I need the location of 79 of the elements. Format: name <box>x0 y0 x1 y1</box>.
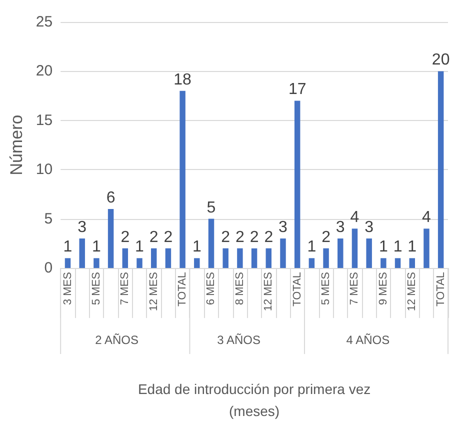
data-label: 1 <box>92 238 102 256</box>
x-tick-label: 6 MES <box>205 272 218 306</box>
bar <box>409 258 415 268</box>
x-tick-label: 8 MES <box>234 272 246 306</box>
data-label: 1 <box>408 238 417 256</box>
data-label: 1 <box>378 238 388 256</box>
data-label: 2 <box>120 228 130 246</box>
x-tick-label: 12 MES <box>406 272 418 312</box>
x-tick-label: 5 MES <box>320 272 332 306</box>
bar <box>194 258 200 268</box>
data-label: 2 <box>322 228 331 246</box>
x-tick-label: 7 MES <box>348 272 361 306</box>
text: 2 AÑOS <box>95 333 139 347</box>
x-tick-label: TOTAL <box>434 272 447 306</box>
bar <box>424 228 430 268</box>
data-label: 18 <box>174 71 192 88</box>
x-tick-label: 7 MES <box>119 272 132 306</box>
y-tick-label: 15 <box>36 112 53 129</box>
data-label: 1 <box>192 238 202 256</box>
bar <box>64 258 71 268</box>
data-label: 4 <box>422 209 432 226</box>
x-tick-label: 3 MES <box>62 272 74 306</box>
data-label: 1 <box>63 238 72 256</box>
data-label: 2 <box>250 228 259 246</box>
bar <box>79 238 85 268</box>
data-label: 17 <box>288 81 306 98</box>
data-label: 4 <box>350 209 360 226</box>
bar <box>165 248 172 268</box>
data-label: 2 <box>149 228 158 246</box>
data-label: 3 <box>364 218 374 236</box>
bar <box>294 100 300 268</box>
bar <box>308 258 315 268</box>
data-label: 6 <box>106 189 116 206</box>
bar <box>338 238 344 268</box>
bar <box>352 228 358 268</box>
bar <box>208 218 214 268</box>
x-tick-label: 12 MES <box>148 272 160 312</box>
bar <box>366 238 372 268</box>
x-tick-label: 12 MES <box>262 272 275 312</box>
x-tick-label: 9 MES <box>377 272 390 306</box>
bar <box>237 248 243 268</box>
y-tick-label: 0 <box>44 260 53 276</box>
data-label: 2 <box>235 228 244 246</box>
data-label: 20 <box>432 52 450 69</box>
data-label: 2 <box>264 228 274 246</box>
bar <box>251 248 258 268</box>
bar <box>108 208 114 268</box>
data-label: 2 <box>164 228 173 246</box>
text: 4 AÑOS <box>346 333 390 347</box>
data-label: 1 <box>393 238 402 256</box>
x-tick-label: TOTAL <box>176 272 189 306</box>
data-label: 1 <box>307 238 316 256</box>
y-tick-label: 20 <box>36 62 53 80</box>
bar <box>222 248 228 268</box>
y-tick-label: 10 <box>36 161 53 178</box>
y-axis-title: Número <box>7 114 26 176</box>
data-label: 3 <box>278 218 288 236</box>
bar <box>266 248 272 268</box>
bar <box>380 258 386 268</box>
bar <box>180 90 186 268</box>
x-tick-label: 5 MES <box>90 272 102 306</box>
bar <box>122 248 128 268</box>
bar <box>394 258 401 268</box>
bar <box>323 248 329 268</box>
bar <box>280 238 286 268</box>
data-label: 1 <box>135 238 144 256</box>
y-tick-label: 25 <box>36 14 53 30</box>
data-label: 2 <box>221 228 230 246</box>
data-label: 5 <box>206 199 216 216</box>
data-label: 3 <box>336 218 345 236</box>
bar <box>438 71 444 268</box>
data-label: 3 <box>78 218 87 236</box>
x-tick-label: TOTAL <box>291 272 304 306</box>
bar <box>136 258 142 268</box>
y-tick-label: 5 <box>44 210 53 228</box>
bar <box>94 258 100 268</box>
text: 3 AÑOS <box>217 333 260 347</box>
x-axis-title: Edad de introducción por primera vez (meses) <box>138 381 371 419</box>
bar <box>150 248 157 268</box>
